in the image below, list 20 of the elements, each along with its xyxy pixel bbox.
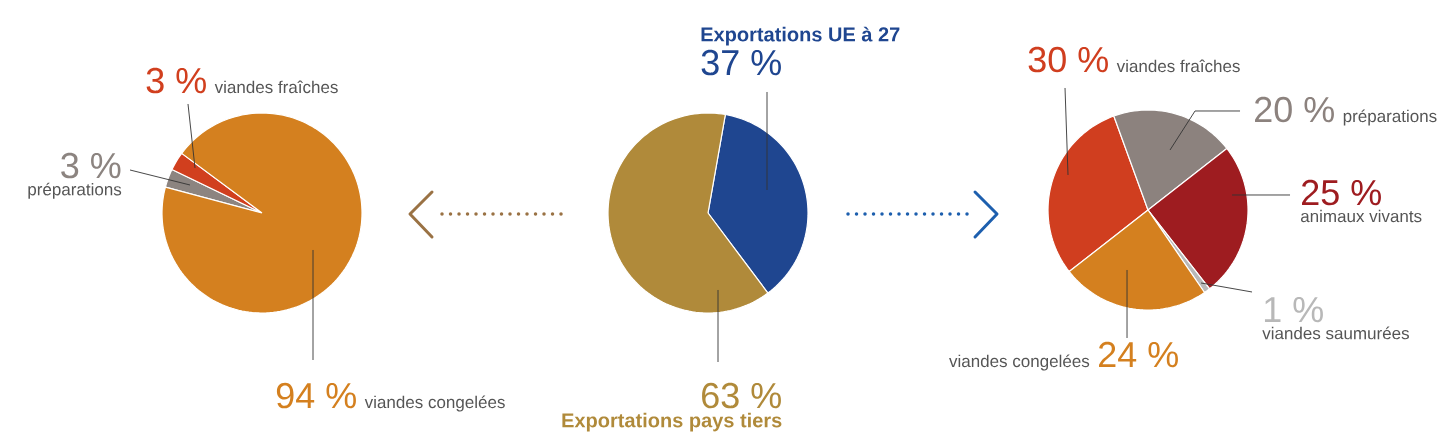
data-label: 24 % [1099, 341, 1178, 368]
slice-label: viandes saumurées [1262, 326, 1409, 340]
data-label: 63 % [702, 382, 781, 409]
slice-label: viandes congelées [364, 395, 505, 412]
data-label: 94 % [276, 382, 356, 409]
slice-label: viandes congelées [949, 354, 1090, 371]
data-label: 3 % [61, 152, 121, 179]
slice-label: préparations [28, 182, 122, 199]
slice-label: Exportations UE à 27 [701, 26, 900, 46]
slice-label: viandes fraîches [1116, 59, 1240, 73]
slice-label: préparations [1343, 109, 1437, 126]
data-label: 30 % [1028, 46, 1108, 73]
slice-label: animaux vivants [1300, 209, 1422, 223]
data-label: 37 % [701, 49, 781, 76]
slice-label: viandes fraîches [214, 80, 338, 94]
slice-label: Exportations pays tiers [562, 412, 782, 432]
data-label: 25 % [1302, 179, 1381, 206]
data-label: 20 % [1255, 96, 1334, 123]
data-label: 1 % [1264, 297, 1323, 323]
data-label: 3 % [146, 67, 206, 94]
